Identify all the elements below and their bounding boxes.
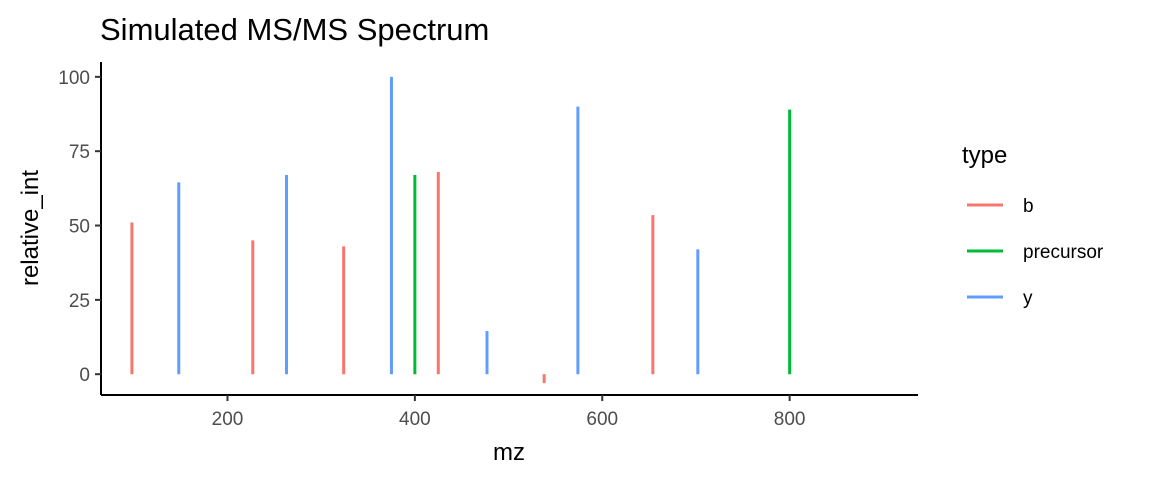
x-tick-label: 200 (212, 409, 244, 430)
legend-label-precursor: precursor (1023, 242, 1104, 263)
y-tick-label: 50 (69, 217, 90, 238)
y-axis: 0 25 50 75 100 (58, 68, 101, 386)
y-tick-label: 100 (58, 68, 90, 89)
y-axis-title: relative_int (17, 170, 44, 286)
y-tick-label: 75 (69, 142, 90, 163)
x-tick-label: 600 (586, 409, 618, 430)
legend: type b precursor y (962, 142, 1104, 309)
x-axis-title: mz (493, 439, 525, 466)
legend-title: type (962, 142, 1007, 169)
chart-title: Simulated MS/MS Spectrum (100, 12, 489, 47)
legend-label-y: y (1023, 288, 1033, 309)
y-tick-label: 25 (69, 291, 90, 312)
x-axis: 200 400 600 800 (212, 395, 806, 430)
legend-label-b: b (1023, 196, 1034, 217)
y-tick-label: 0 (79, 365, 90, 386)
x-tick-label: 800 (774, 409, 806, 430)
x-tick-label: 400 (399, 409, 431, 430)
plot-area (130, 76, 792, 384)
